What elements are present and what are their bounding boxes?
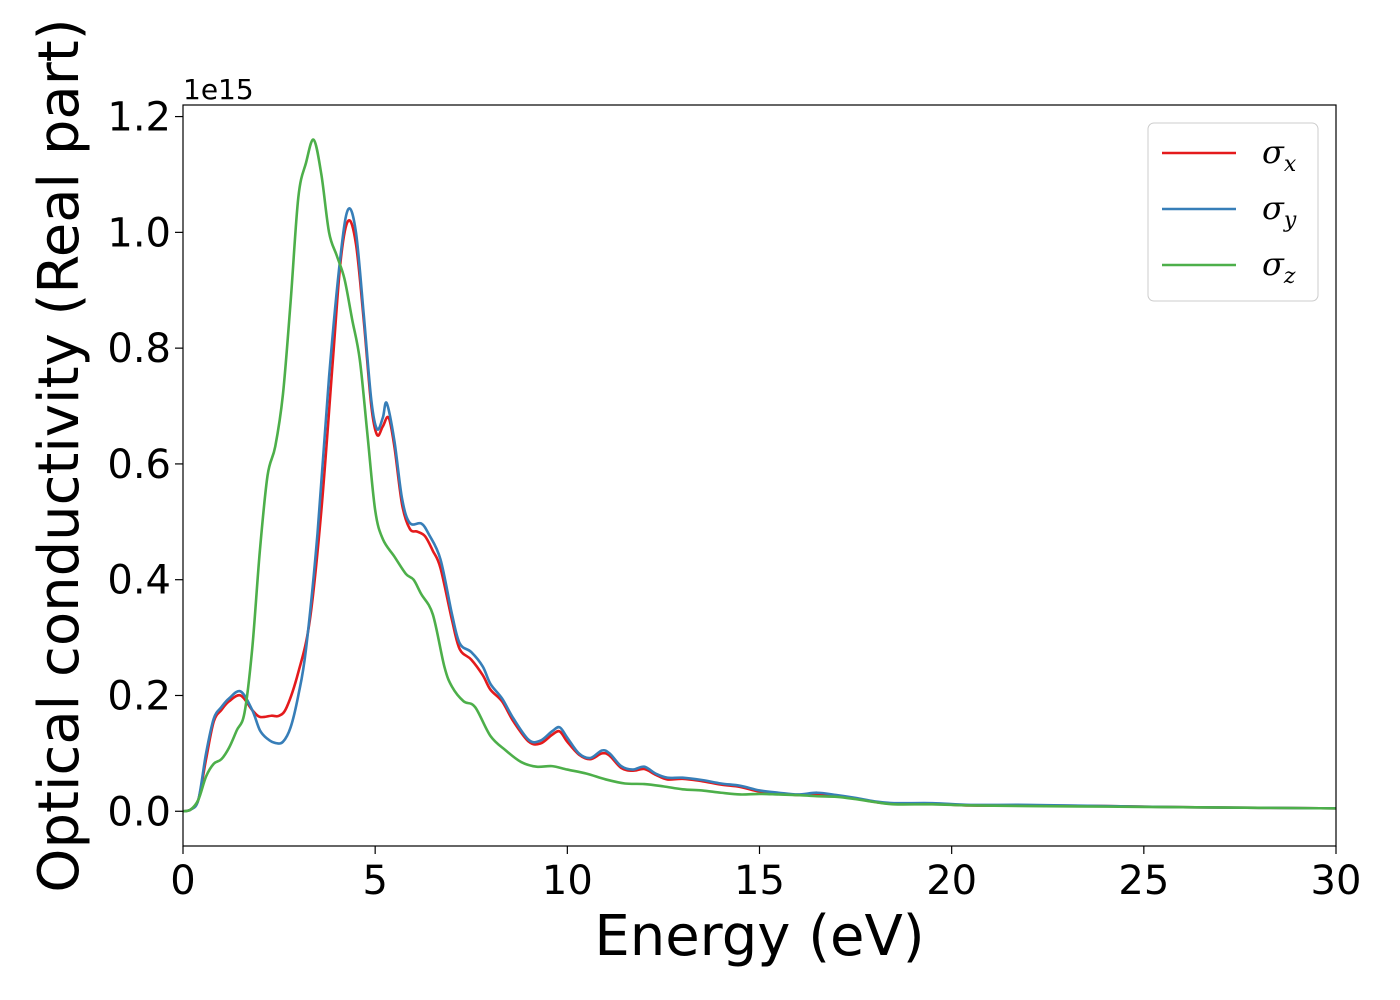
x-tick-label: 5 [362,858,387,904]
y-tick-label: 0.6 [107,442,171,488]
x-tick-label: 10 [542,858,593,904]
series-lines [182,138,1337,813]
legend-label-y: σy [1262,189,1297,233]
y-tick-label: 1.2 [107,95,171,141]
y-tick-label: 0.4 [107,558,171,604]
y-axis-ticks: 0.0 0.2 0.4 0.6 0.8 1.0 1.2 [107,95,183,835]
legend-label-z: σz [1262,245,1296,289]
x-tick-label: 20 [926,858,977,904]
series-line-z [182,138,1337,813]
x-axis-ticks: 0 5 10 15 20 25 30 [170,846,1361,904]
y-axis-offset-text: 1e15 [183,73,254,106]
legend-box [1147,122,1319,302]
legend-label-x: σx [1262,133,1297,177]
y-tick-label: 0.2 [107,673,171,719]
x-tick-label: 15 [734,858,785,904]
x-axis-label: Energy (eV) [594,904,924,969]
x-tick-label: 25 [1118,858,1169,904]
x-tick-label: 30 [1311,858,1362,904]
y-tick-label: 0.8 [107,326,171,372]
y-tick-label: 1.0 [107,210,171,256]
series-line-x [182,218,1337,813]
x-tick-label: 0 [170,858,195,904]
y-tick-label: 0.0 [107,789,171,835]
legend: σx σy σz [1147,122,1319,302]
y-axis-label: Optical conductivity (Real part) [27,18,92,892]
